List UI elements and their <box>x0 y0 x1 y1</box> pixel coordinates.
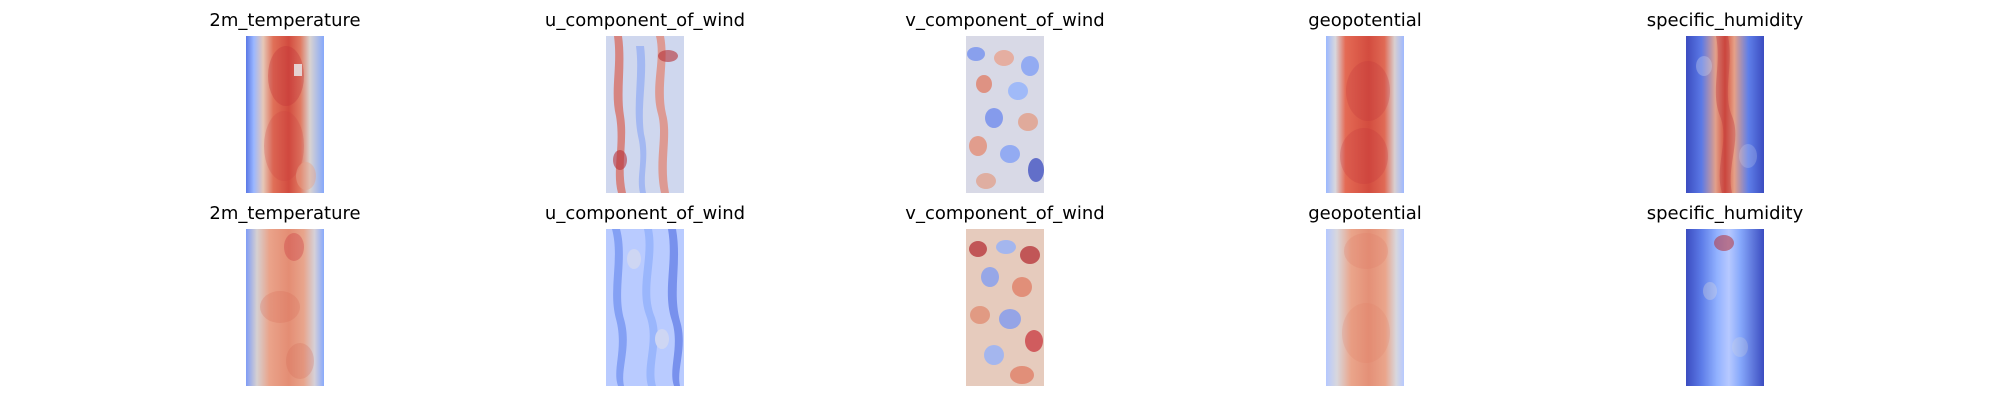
panel-title: geopotential <box>1308 203 1422 224</box>
panel-title: v_component_of_wind <box>905 10 1105 31</box>
heatmap-image <box>246 36 324 193</box>
panel-r2c2: u_component_of_wind <box>465 203 825 386</box>
heatmap-svg <box>1326 229 1404 386</box>
heatmap-svg <box>1686 36 1764 193</box>
panel-r2c3: v_component_of_wind <box>825 203 1185 386</box>
panel-r1c2: u_component_of_wind <box>465 10 825 193</box>
heatmap-svg <box>1686 229 1764 386</box>
heatmap-svg <box>606 36 684 193</box>
heatmap-image <box>606 229 684 386</box>
panel-title: specific_humidity <box>1646 10 1804 31</box>
panel-title: 2m_temperature <box>209 203 361 224</box>
panel-title: u_component_of_wind <box>544 203 746 224</box>
panel-r2c5: specific_humidity <box>1545 203 1905 386</box>
heatmap-image <box>1686 36 1764 193</box>
panel-title: v_component_of_wind <box>905 203 1105 224</box>
heatmap-svg <box>246 229 324 386</box>
panel-r2c4: geopotential <box>1185 203 1545 386</box>
panel-r1c4: geopotential <box>1185 10 1545 193</box>
panel-title: specific_humidity <box>1646 203 1804 224</box>
heatmap-svg <box>606 229 684 386</box>
heatmap-svg <box>1326 36 1404 193</box>
panel-title: geopotential <box>1308 10 1422 31</box>
panel-title: u_component_of_wind <box>544 10 746 31</box>
heatmap-svg <box>966 229 1044 386</box>
heatmap-image <box>1686 229 1764 386</box>
heatmap-svg <box>966 36 1044 193</box>
heatmap-image <box>1326 36 1404 193</box>
panel-title: 2m_temperature <box>209 10 361 31</box>
heatmap-svg <box>246 36 324 193</box>
heatmap-image <box>966 36 1044 193</box>
panel-r1c1: 2m_temperature <box>105 10 465 193</box>
heatmap-image <box>966 229 1044 386</box>
panel-r1c5: specific_humidity <box>1545 10 1905 193</box>
panel-r2c1: 2m_temperature <box>105 203 465 386</box>
heatmap-image <box>606 36 684 193</box>
heatmap-image <box>246 229 324 386</box>
heatmap-image <box>1326 229 1404 386</box>
panel-r1c3: v_component_of_wind <box>825 10 1185 193</box>
